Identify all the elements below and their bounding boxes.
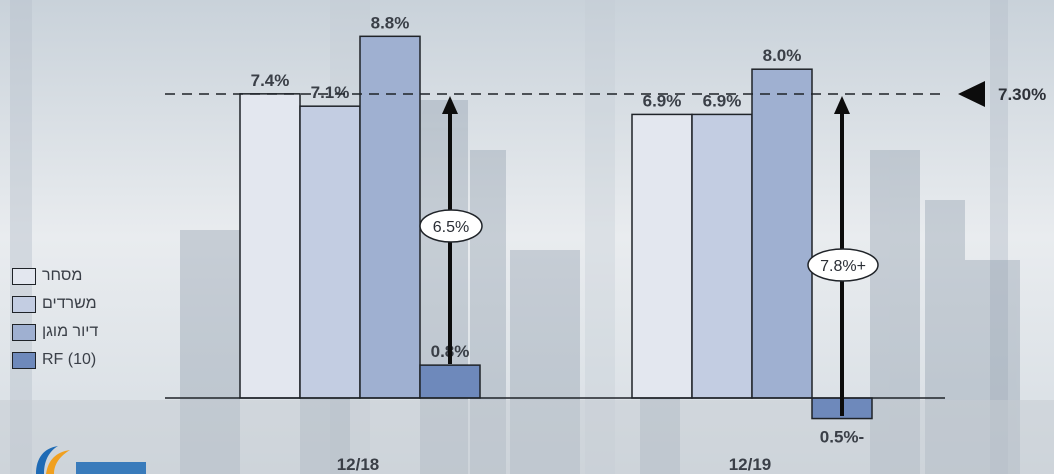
legend-item: RF (10) — [8, 346, 158, 374]
bar — [631, 113, 693, 399]
bar — [751, 68, 813, 399]
arrow-head-icon — [834, 95, 850, 114]
legend-item: מסחר — [8, 262, 158, 290]
data-label: 7.4% — [251, 71, 290, 90]
data-label: 8.0% — [763, 46, 802, 65]
bar — [239, 93, 301, 399]
bar — [691, 113, 753, 399]
spread-bubble — [807, 248, 879, 282]
spread-value: 6.5% — [433, 219, 469, 236]
legend-swatch — [12, 267, 36, 285]
legend-swatch — [12, 351, 36, 369]
legend: מסחר משרדים דיור מוגן RF (10) — [8, 262, 158, 374]
legend-item: דיור מוגן — [8, 318, 158, 346]
bar — [419, 364, 481, 399]
bar — [299, 105, 361, 399]
reference-label: 7.30% — [998, 85, 1046, 104]
legend-label: RF (10) — [42, 351, 97, 368]
spread-bubble — [419, 209, 483, 243]
arrow-head-icon — [442, 95, 458, 114]
data-label: 6.9% — [643, 91, 682, 110]
x-tick-label: 12/19 — [729, 455, 772, 474]
legend-label: משרדים — [42, 295, 97, 312]
company-logo — [36, 446, 146, 474]
legend-label: דיור מוגן — [42, 323, 99, 340]
legend-item: משרדים — [8, 290, 158, 318]
x-tick-label: 12/18 — [337, 455, 380, 474]
data-label: 6.9% — [703, 91, 742, 110]
bar — [359, 35, 421, 399]
data-label: 0.5%- — [820, 428, 864, 447]
legend-swatch — [12, 295, 36, 313]
data-label: 8.8% — [371, 13, 410, 32]
data-label: 7.1% — [311, 83, 350, 102]
reference-arrow-icon — [958, 80, 985, 107]
spread-value: 7.8%+ — [820, 258, 866, 275]
legend-label: מסחר — [42, 267, 83, 284]
legend-swatch — [12, 323, 36, 341]
